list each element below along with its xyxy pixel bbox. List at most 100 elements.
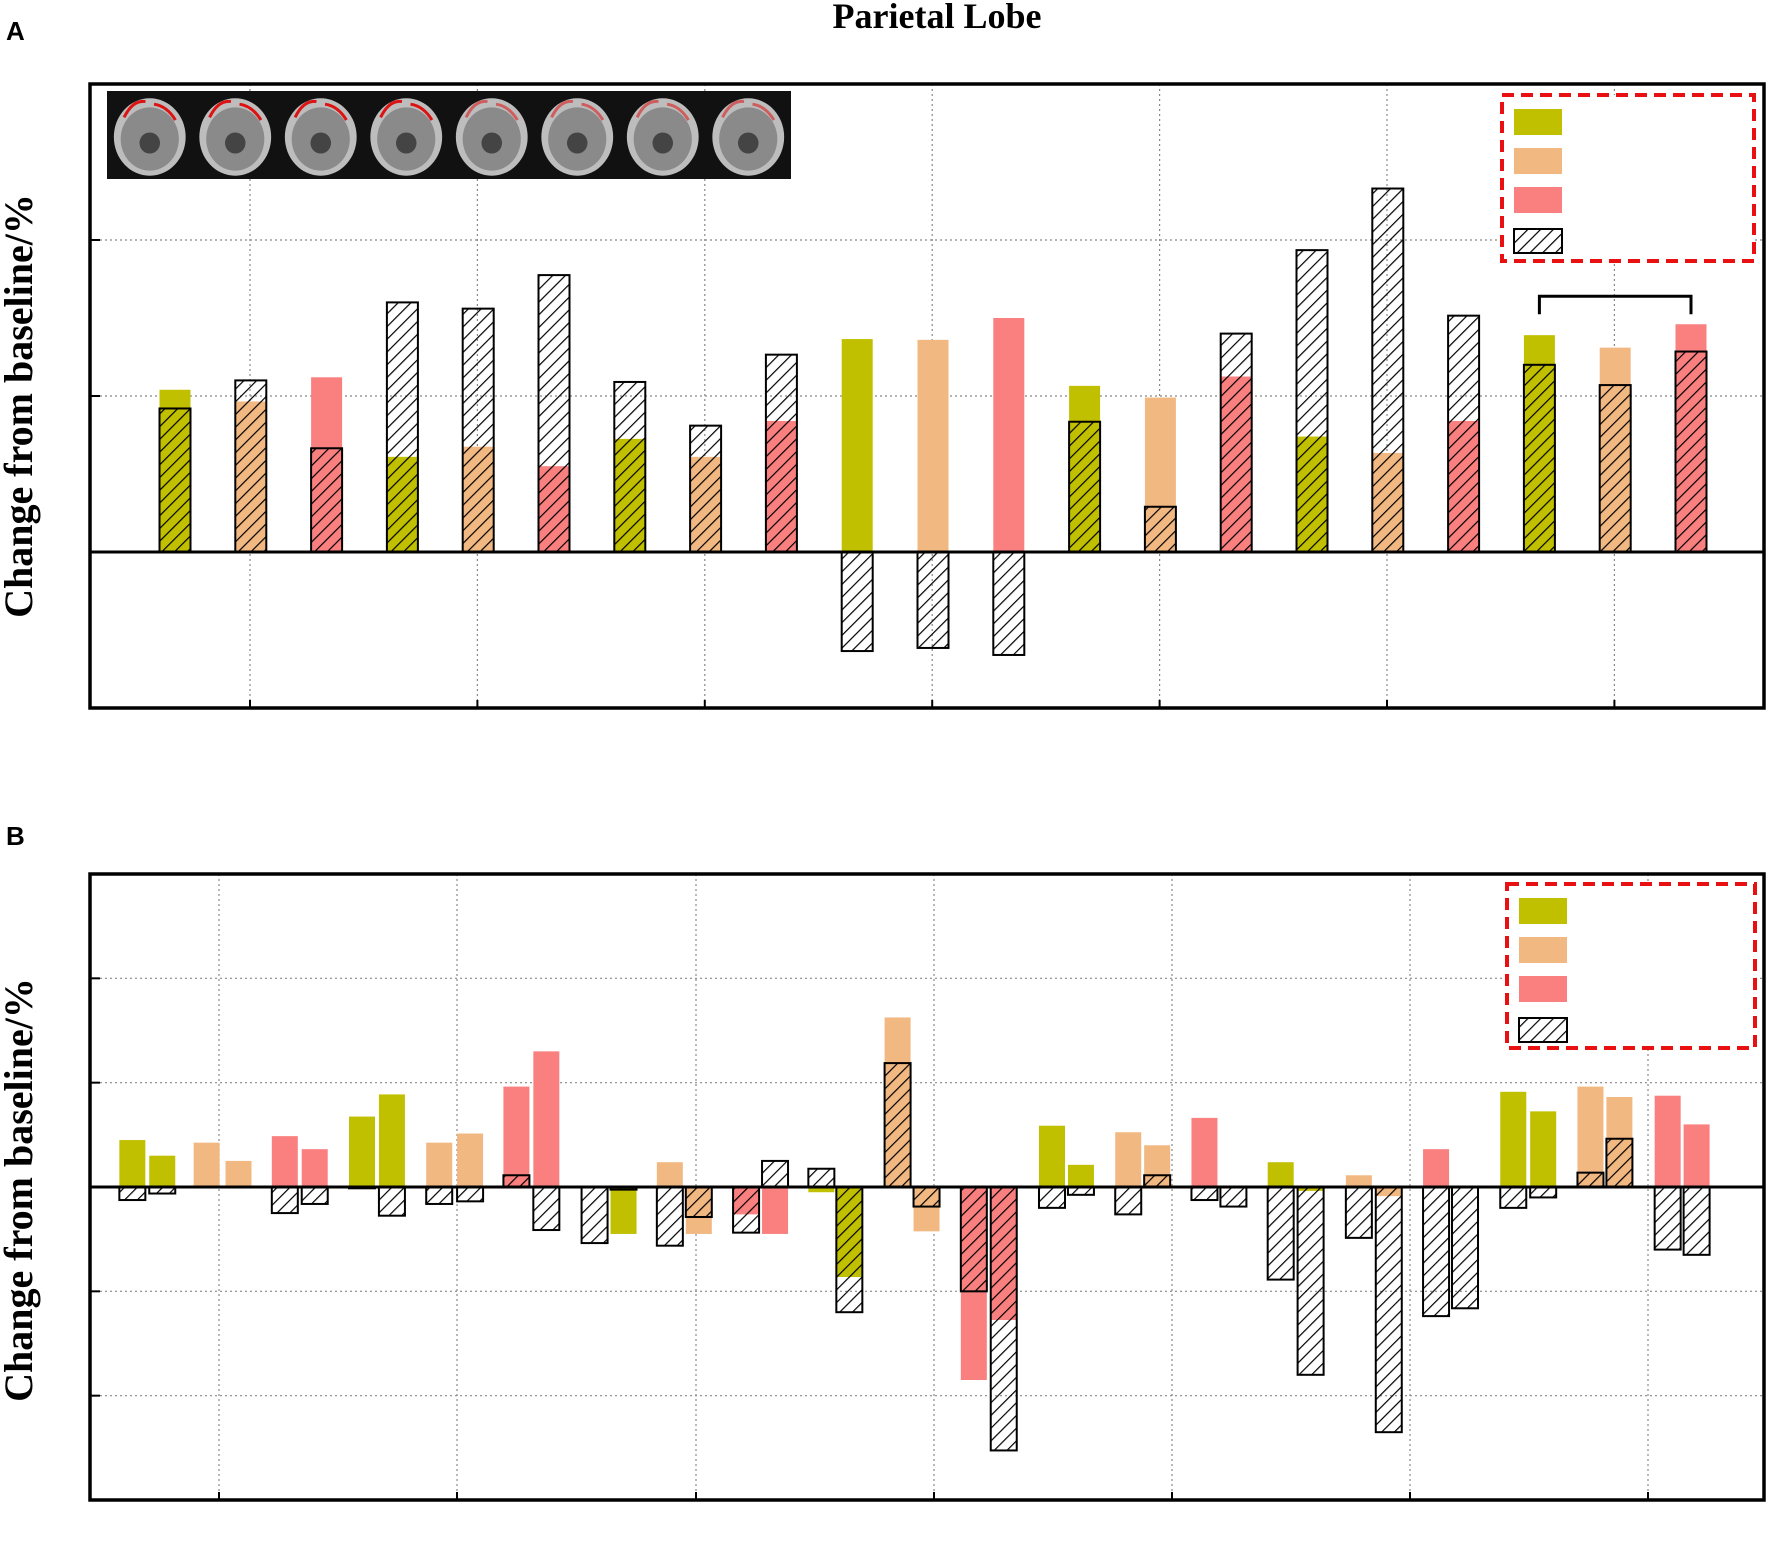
bar-group-ag-volumn-left [532, 1051, 561, 1232]
thickness-bar [835, 1186, 864, 1314]
panel-label-b: B [6, 821, 25, 851]
bar-group-sg-volumn-left [1682, 1124, 1711, 1256]
thickness-bar [1068, 420, 1102, 553]
volume-bar [1345, 1175, 1372, 1187]
bar-group-posg-volumn-total [609, 1186, 638, 1234]
thickness-bar [992, 551, 1026, 656]
legend-item-volumn-total [1519, 898, 1567, 924]
bar-group-sup-pl-volumn-left [1422, 1149, 1451, 1318]
volume-bar [119, 1140, 146, 1187]
volume-bar [841, 339, 873, 552]
thickness-bar [684, 1186, 713, 1218]
bar-group-posg-volumn-right [684, 1186, 713, 1234]
volume-bar [225, 1160, 252, 1187]
bar-group-ag-volumn-total [348, 1116, 377, 1190]
ventricle [481, 132, 503, 154]
ventricle [224, 132, 246, 154]
thickness-bar [1219, 332, 1253, 553]
thickness-bar [912, 1186, 941, 1208]
bar-group-sg-volumn-right [1576, 1086, 1605, 1189]
bar-group-prec-volumn-left [1190, 1117, 1219, 1202]
thickness-bar [761, 1159, 790, 1188]
bar-group-pl-volumn-total [118, 1140, 147, 1202]
bar-group-sg-volumn-left [1653, 1095, 1682, 1251]
thickness-bar [1295, 249, 1329, 553]
thickness-bar [532, 1186, 561, 1232]
thickness-bar [502, 1174, 531, 1188]
volume-bar [426, 1142, 453, 1187]
bar-group-sup-pl-volumn-total [1296, 1186, 1325, 1376]
thickness-bar [1576, 1171, 1605, 1189]
volume-bar [503, 1086, 530, 1187]
thickness-bar [1037, 1186, 1066, 1209]
thickness-bar [1522, 363, 1556, 553]
region-highlight-right [324, 102, 348, 121]
bar-group-pl-volumn-right [225, 1160, 252, 1187]
panel-a-chart: Change from baseline/% [0, 82, 1766, 710]
volume-bar [762, 1187, 789, 1234]
bar-group-posgmed-volumn-left [959, 1186, 988, 1381]
thickness-bar [989, 1186, 1018, 1452]
region-highlight-left [293, 99, 317, 119]
legend-swatch-volumn-total [1514, 109, 1562, 135]
volume-bar [1267, 1162, 1294, 1187]
bar-group-ag-volumn-total [385, 301, 419, 553]
legend-swatch-volumn-right [1514, 148, 1562, 174]
bar-group-posgmed-volumn-total [840, 339, 874, 653]
ventricle [737, 132, 759, 154]
panel-label-a: A [6, 16, 25, 46]
brain-mri-inset [107, 91, 791, 179]
thickness-bar [1598, 384, 1632, 553]
region-highlight-right [495, 102, 519, 121]
volume-bar [301, 1149, 328, 1187]
legend-swatch-volumn-left [1514, 187, 1562, 213]
bar-group-prec-volumn-left [1219, 1186, 1248, 1208]
bar-group-posg-volumn-total [580, 1186, 609, 1245]
panel-b-axes [88, 872, 1766, 1502]
bar-group-posg-volumn-left [732, 1186, 761, 1234]
panel-a-bars [158, 187, 1708, 656]
bar-group-ag-volumn-left [502, 1086, 531, 1188]
thickness-bar [1451, 1186, 1480, 1310]
volume-bar [349, 1116, 376, 1187]
bar-group-pl-volumn-right [234, 379, 268, 553]
bar-group-sg-volumn-right [1605, 1097, 1634, 1189]
bar-group-sg-volumn-right [1598, 347, 1632, 553]
thickness-bar [580, 1186, 609, 1245]
bar-group-sup-pl-volumn-left [1447, 314, 1481, 553]
region-highlight-right [239, 102, 263, 121]
thickness-bar [425, 1186, 454, 1205]
mri-slice [626, 98, 699, 176]
bar-group-sup-pl-volumn-total [1266, 1162, 1295, 1281]
bar-group-posg-volumn-right [689, 424, 723, 554]
mri-slice [712, 98, 785, 176]
thickness-bar [1653, 1186, 1682, 1251]
bar-group-sup-pl-volumn-total [1295, 249, 1329, 553]
bar-group-ag-volumn-left [537, 274, 571, 553]
volume-bar [656, 1162, 683, 1187]
bar-group-posgmed-volumn-right [916, 339, 950, 649]
thickness-bar [118, 1186, 147, 1202]
bar-group-prec-volumn-left [1219, 332, 1253, 553]
panel-a-y-axis-label: Change from baseline/% [0, 194, 41, 618]
bar-group-posgmed-volumn-right [883, 1017, 912, 1188]
volume-bar [1683, 1124, 1710, 1187]
bar-group-ag-volumn-right [456, 1133, 485, 1203]
bar-group-posgmed-volumn-total [807, 1167, 836, 1193]
legend-item-thickness [1513, 228, 1563, 254]
thickness-bar [1296, 1186, 1325, 1376]
bar-group-pl-volumn-left [270, 1136, 299, 1215]
thickness-bar [655, 1186, 684, 1247]
legend-swatch-volumn-left [1519, 976, 1567, 1002]
legend-swatch-thickness [1513, 228, 1563, 254]
thickness-bar [158, 407, 192, 554]
region-highlight-left [122, 99, 146, 119]
legend-item-thickness [1518, 1017, 1568, 1043]
legend-item-volumn-right [1514, 148, 1562, 174]
thickness-bar [764, 353, 798, 553]
volume-bar [1191, 1117, 1218, 1187]
thickness-bar [1422, 1186, 1451, 1318]
bar-group-ag-volumn-right [461, 307, 495, 554]
bar-group-sup-pl-volumn-left [1451, 1186, 1480, 1310]
